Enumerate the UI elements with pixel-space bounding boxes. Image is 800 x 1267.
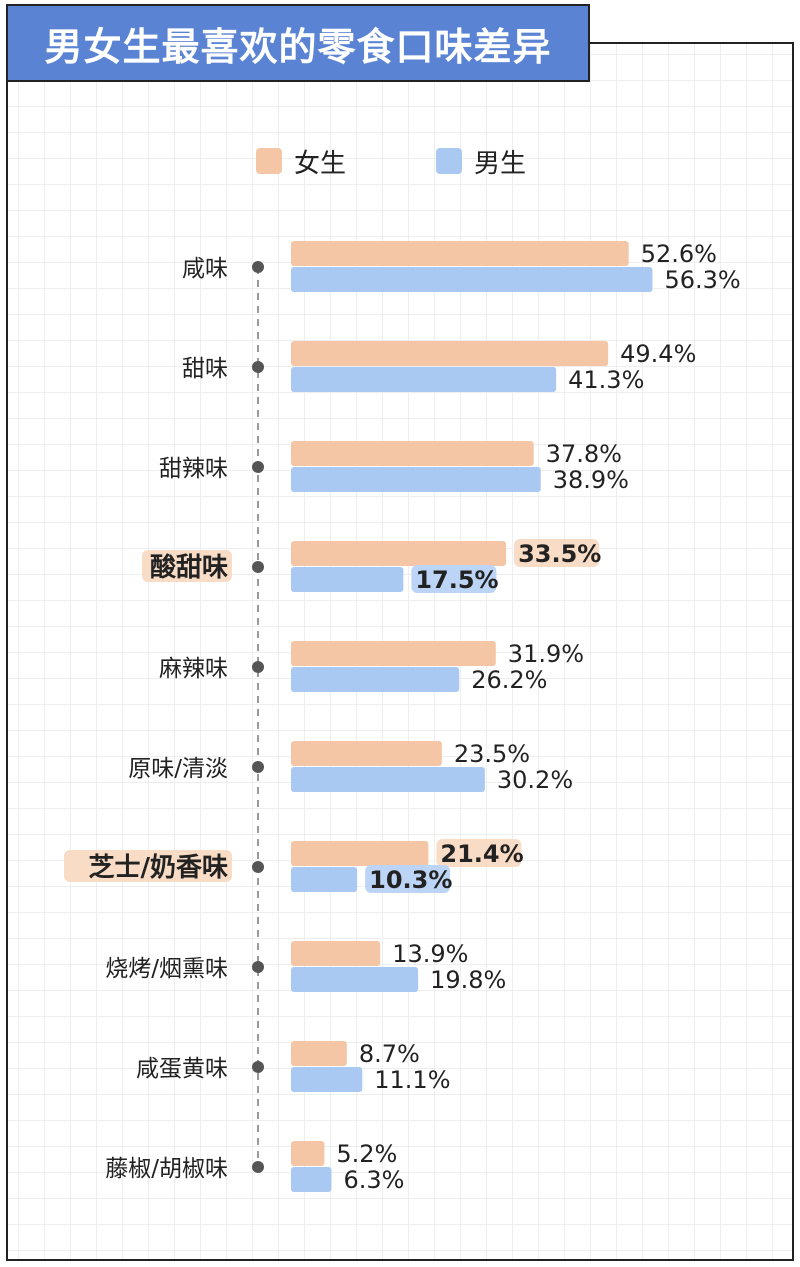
value-label-male: 6.3% [343,1166,404,1194]
legend-item-male: 男生 [436,146,526,179]
axis-dot [252,761,264,773]
value-label-female: 8.7% [359,1040,420,1068]
legend-label-male: 男生 [474,148,527,179]
bar-female [291,541,507,566]
axis-dot [252,1061,264,1073]
value-label-female: 37.8% [546,440,622,468]
value-label-male: 10.3% [369,866,452,894]
category-highlight-bg [64,850,232,882]
axis-dot [252,461,264,473]
bar-male [291,567,404,592]
axis-dot [252,1161,264,1173]
bar-male [291,467,541,492]
category-label: 原味/清淡 [128,756,228,782]
axis-dot [252,961,264,973]
category-label: 藤椒/胡椒味 [105,1156,228,1182]
value-label-male: 30.2% [497,766,573,794]
value-label-female: 52.6% [641,240,717,268]
category-highlight-bg [142,550,232,582]
category-label: 酸甜味 [150,553,228,583]
legend-swatch-female [256,148,282,174]
category-label: 咸蛋黄味 [136,1056,228,1082]
value-label-male: 26.2% [471,666,547,694]
bar-male [291,367,557,392]
bar-male [291,1167,332,1192]
bar-male [291,767,485,792]
category-label: 甜味 [182,356,228,382]
value-label-female: 5.2% [336,1140,397,1168]
value-label-male: 17.5% [415,566,498,594]
legend-label-female: 女生 [294,148,347,179]
bar-female [291,441,534,466]
category-label: 咸味 [182,256,228,282]
value-label-female: 23.5% [454,740,530,768]
value-label-highlight-bg [514,539,600,567]
value-label-highlight-bg [411,565,497,593]
value-label-male: 56.3% [664,266,740,294]
value-label-highlight-bg [365,865,451,893]
value-label-female: 49.4% [620,340,696,368]
axis-dot [252,561,264,573]
axis-dot [252,361,264,373]
bar-male [291,967,419,992]
value-label-male: 19.8% [430,966,506,994]
bar-male [291,267,653,292]
axis-dot [252,661,264,673]
value-label-male: 11.1% [374,1066,450,1094]
bar-female [291,1041,347,1066]
legend-item-female: 女生 [256,146,346,179]
bar-female [291,641,496,666]
bar-male [291,1067,363,1092]
chart-title: 男女生最喜欢的零食口味差异 [6,4,590,82]
bar-male [291,867,358,892]
bar-female [291,341,609,366]
category-label: 烧烤/烟熏味 [105,956,228,982]
category-label: 麻辣味 [159,656,228,682]
bar-female [291,741,442,766]
category-label: 芝士/奶香味 [89,852,229,883]
value-label-male: 38.9% [553,466,629,494]
axis-dot [252,261,264,273]
bar-female [291,941,381,966]
value-label-female: 13.9% [392,940,468,968]
value-label-highlight-bg [436,839,522,867]
bar-female [291,841,429,866]
value-label-female: 21.4% [440,840,523,868]
legend-swatch-male [436,148,462,174]
axis-dot [252,861,264,873]
bar-male [291,667,460,692]
value-label-female: 31.9% [508,640,584,668]
value-label-male: 41.3% [568,366,644,394]
value-label-female: 33.5% [518,540,601,568]
bar-female [291,1141,325,1166]
category-label: 甜辣味 [159,456,228,482]
bar-female [291,241,629,266]
